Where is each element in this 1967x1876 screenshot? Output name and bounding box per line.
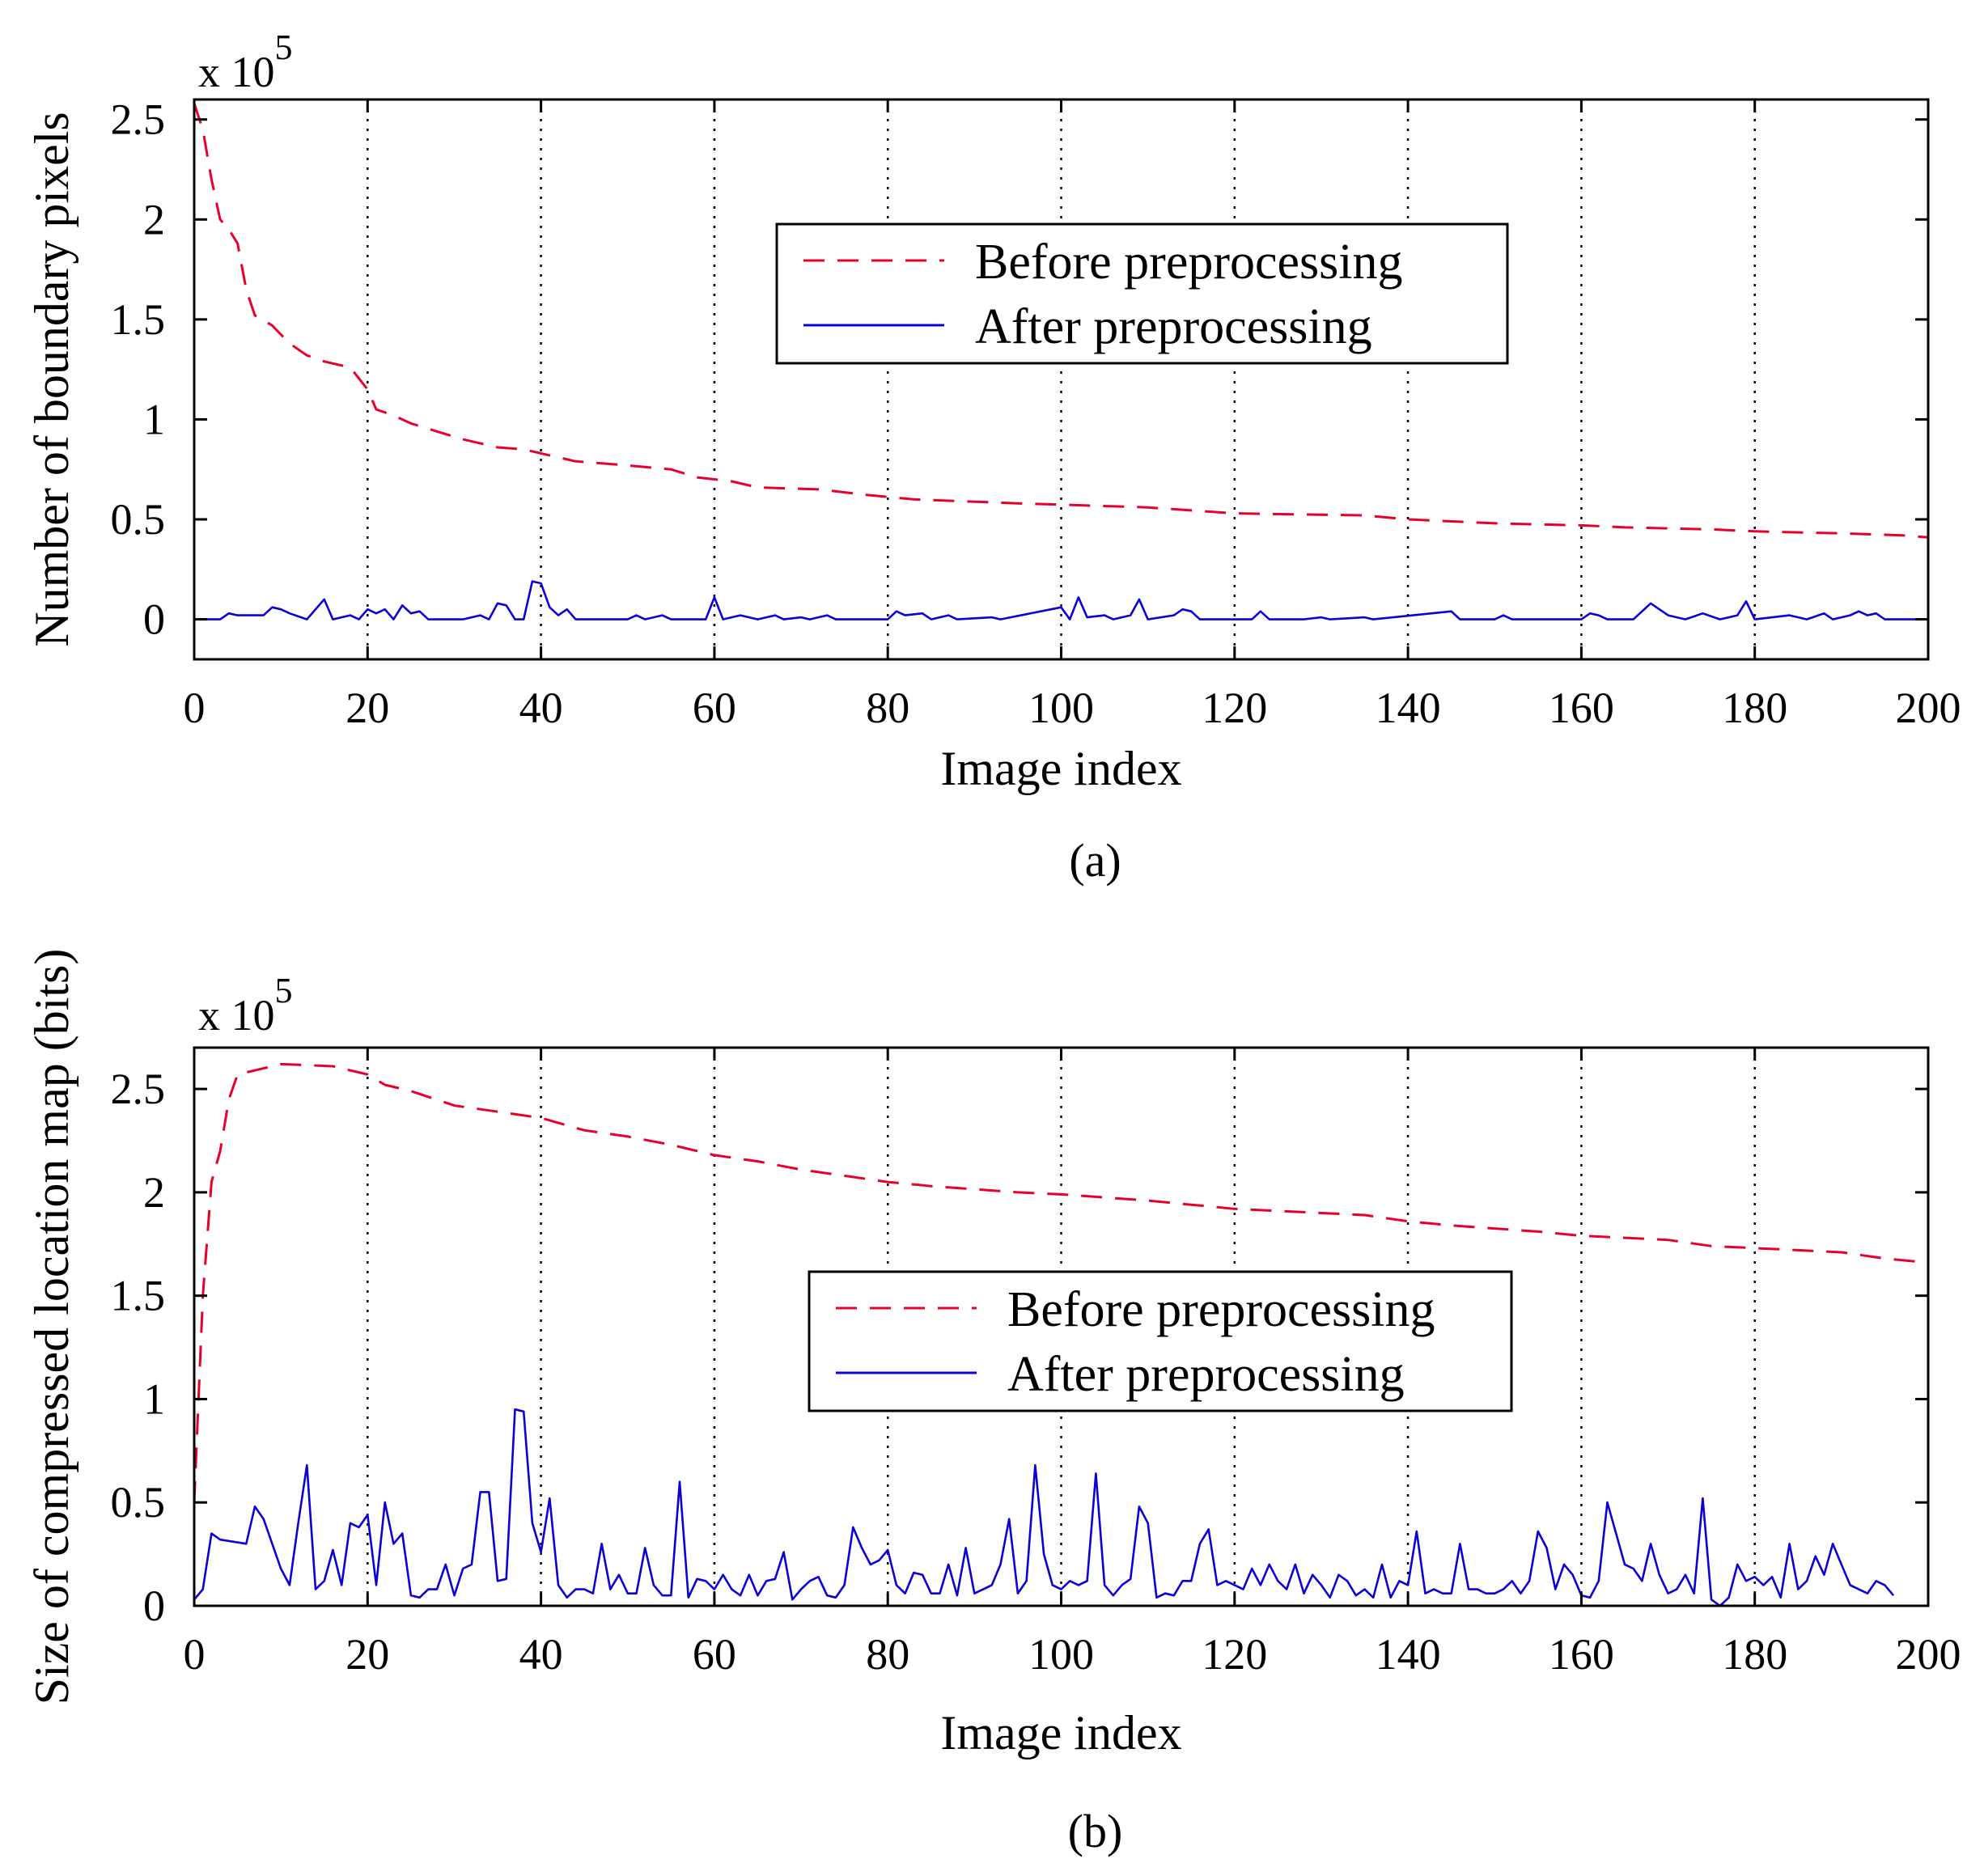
tick-marks	[193, 1048, 1930, 1607]
legend-label-before: Before preprocessing	[1007, 1282, 1435, 1337]
y-tick-label-1.5: 1.5	[111, 295, 166, 344]
x-tick-label-160: 160	[1549, 1630, 1614, 1679]
legend-label-after: After preprocessing	[1007, 1347, 1405, 1402]
x-tick-label-100: 100	[1028, 684, 1094, 732]
x-tick-labels: 0 20 40 60 80 100 120 140 160 180 200	[184, 684, 1961, 732]
x-tick-label-80: 80	[866, 684, 909, 732]
y-tick-labels: 0 0.5 1 1.5 2 2.5	[111, 1065, 166, 1630]
panel-caption: (b)	[1068, 1805, 1123, 1857]
legend: Before preprocessing After preprocessing	[775, 222, 1509, 365]
x-tick-label-200: 200	[1896, 684, 1961, 732]
legend-box	[775, 222, 1509, 365]
series-lines	[193, 103, 1929, 620]
x-tick-label-0: 0	[184, 684, 206, 732]
x-tick-label-200: 200	[1896, 1630, 1961, 1679]
x-tick-label-60: 60	[693, 1630, 736, 1679]
y-tick-label-1: 1	[143, 395, 165, 443]
y-tick-labels: 0 0.5 1 1.5 2 2.5	[111, 95, 166, 644]
x-tick-label-20: 20	[345, 684, 389, 732]
legend-box	[808, 1270, 1513, 1412]
y-tick-label-0.5: 0.5	[111, 1478, 166, 1527]
x-tick-label-60: 60	[693, 684, 736, 732]
y-tick-label-0: 0	[143, 1582, 165, 1630]
before-preprocessing-line	[193, 103, 1929, 539]
x-axis-label: Image index	[940, 742, 1181, 795]
panel-caption: (a)	[1069, 834, 1121, 887]
tick-marks	[193, 100, 1930, 659]
x-tick-label-100: 100	[1028, 1630, 1094, 1679]
x-tick-label-20: 20	[345, 1630, 389, 1679]
x-tick-label-80: 80	[866, 1630, 909, 1679]
y-tick-label-1.5: 1.5	[111, 1272, 166, 1320]
y-axis-label: Size of compressed location map (bits)	[25, 949, 78, 1705]
x-tick-label-0: 0	[184, 1630, 206, 1679]
y-tick-label-0: 0	[143, 595, 165, 644]
y-tick-label-2.5: 2.5	[111, 1065, 166, 1113]
x-tick-label-40: 40	[519, 1630, 563, 1679]
legend: Before preprocessing After preprocessing	[808, 1270, 1513, 1412]
before-preprocessing-line	[193, 1062, 1929, 1503]
chart-panel-b: 0 20 40 60 80 100 120 140 160 180 200 0 0.5 1 1.5 2 2.5…	[25, 949, 1961, 1857]
x-tick-label-140: 140	[1376, 1630, 1441, 1679]
x-tick-label-40: 40	[519, 684, 563, 732]
y-tick-label-2: 2	[143, 1168, 165, 1217]
x-tick-label-120: 120	[1202, 1630, 1267, 1679]
after-preprocessing-line	[193, 1408, 1895, 1607]
chart-panel-a: 0 20 40 60 80 100 120 140 160 180 200 0 0.5 1 1.5 2 2.5…	[25, 28, 1961, 887]
x-tick-labels: 0 20 40 60 80 100 120 140 160 180 200	[184, 1630, 1961, 1679]
y-multiplier: x 105	[198, 971, 293, 1040]
legend-label-after: After preprocessing	[975, 299, 1372, 354]
x-axis-label: Image index	[940, 1706, 1181, 1760]
series-lines	[193, 1062, 1929, 1607]
y-tick-label-1: 1	[143, 1374, 165, 1423]
after-preprocessing-line	[194, 580, 1928, 620]
x-tick-label-160: 160	[1549, 684, 1614, 732]
y-multiplier: x 105	[198, 28, 293, 96]
legend-label-before: Before preprocessing	[975, 235, 1403, 290]
y-axis-label: Number of boundary pixels	[25, 112, 78, 647]
x-tick-label-180: 180	[1722, 684, 1787, 732]
y-tick-label-2: 2	[143, 195, 165, 243]
x-tick-label-140: 140	[1376, 684, 1441, 732]
y-tick-label-2.5: 2.5	[111, 95, 166, 144]
x-tick-label-180: 180	[1722, 1630, 1787, 1679]
x-tick-label-120: 120	[1202, 684, 1267, 732]
gridlines	[367, 100, 1756, 659]
y-tick-label-0.5: 0.5	[111, 495, 166, 544]
